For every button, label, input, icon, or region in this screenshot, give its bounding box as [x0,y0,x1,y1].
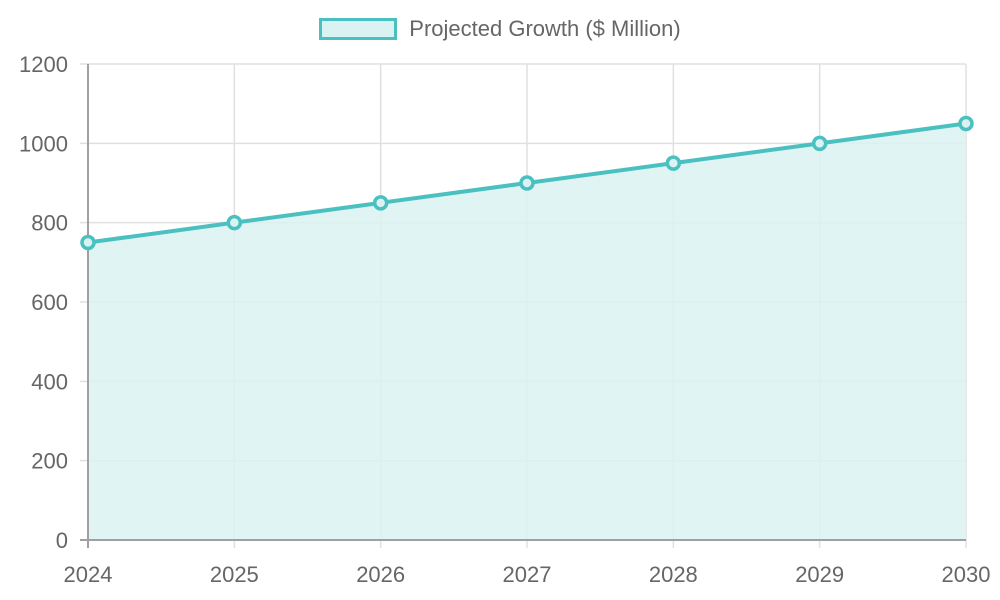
y-tick-label: 1200 [19,52,68,77]
y-tick-label: 800 [31,211,68,236]
x-tick-label: 2025 [210,562,259,587]
x-tick-label: 2027 [503,562,552,587]
area-layer [88,123,966,540]
y-tick-label: 600 [31,290,68,315]
x-tick-label: 2029 [795,562,844,587]
x-tick-label: 2026 [356,562,405,587]
tick-layer: 0 200 400 600 800 1000 1200 2024 2025 2026 2027 202… [19,52,990,587]
legend-label: Projected Growth ($ Million) [409,16,681,41]
y-tick-label: 0 [56,528,68,553]
x-tick-label: 2028 [649,562,698,587]
y-tick-label: 200 [31,449,68,474]
series-area [88,123,966,540]
legend-swatch [319,18,398,40]
x-tick-label: 2030 [942,562,991,587]
data-point [958,115,974,132]
data-point [811,135,828,152]
data-point [519,175,535,191]
y-tick-label: 400 [31,369,68,394]
x-tick-label: 2024 [64,562,113,587]
data-point [80,234,96,251]
y-tick-label: 1000 [19,131,68,156]
legend[interactable]: Projected Growth ($ Million) [0,16,1000,42]
data-point [226,214,243,231]
data-point [372,195,389,211]
axis-layer [80,64,966,548]
point-layer [80,115,974,251]
data-point [665,155,682,171]
